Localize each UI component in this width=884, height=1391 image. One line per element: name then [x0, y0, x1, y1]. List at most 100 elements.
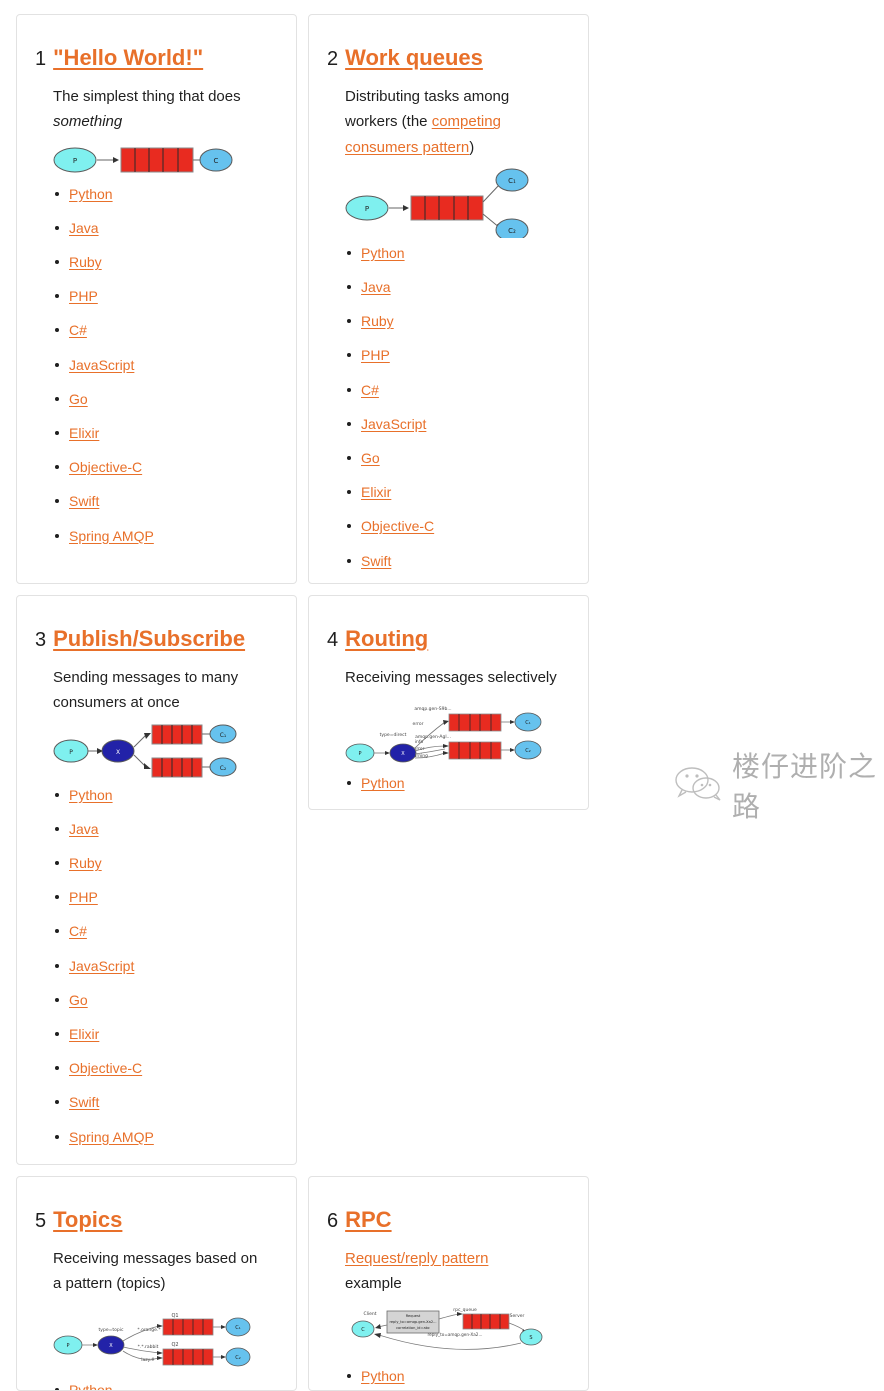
- language-link-php[interactable]: PHP: [69, 288, 98, 305]
- language-link-python[interactable]: Python: [361, 1367, 405, 1384]
- language-link-go[interactable]: Go: [361, 449, 380, 466]
- edge-label-rabbit: *.*.rabbit: [138, 1344, 159, 1350]
- tutorial-card-publish-subscribe[interactable]: 3 Publish/Subscribe Sending messages to …: [16, 595, 297, 1165]
- list-item: PHP: [55, 888, 278, 906]
- language-link-spring-amqp[interactable]: Spring AMQP: [69, 1128, 154, 1145]
- tutorial-card-rpc[interactable]: 6 RPC Request/reply pattern example Clie…: [308, 1176, 589, 1391]
- card-header: 4 Routing: [327, 626, 570, 651]
- edge-label-type: type=direct: [380, 732, 407, 738]
- card-body: The simplest thing that does something P: [35, 84, 278, 560]
- list-item: Python: [347, 244, 570, 262]
- language-link-csharp[interactable]: C#: [69, 923, 87, 940]
- competing-consumers-link[interactable]: competing consumers pattern: [345, 113, 501, 156]
- description-text: Distributing tasks among workers (the: [345, 88, 510, 131]
- language-link-elixir[interactable]: Elixir: [361, 484, 392, 501]
- description-text-tail: ): [469, 138, 475, 156]
- language-link-ruby[interactable]: Ruby: [361, 313, 394, 330]
- language-link-objective-c[interactable]: Objective-C: [361, 518, 435, 535]
- svg-text:X: X: [116, 749, 120, 756]
- language-link-python[interactable]: Python: [69, 185, 113, 202]
- language-link-objective-c[interactable]: Objective-C: [69, 459, 143, 476]
- language-link-csharp[interactable]: C#: [69, 322, 87, 339]
- card-body: Sending messages to many consumers at on…: [35, 665, 278, 1161]
- svg-text:C₂: C₂: [508, 227, 516, 235]
- tutorial-card-grid: 1 "Hello World!" The simplest thing that…: [16, 14, 870, 1391]
- list-item: Elixir: [347, 483, 570, 501]
- card-header: 6 RPC: [327, 1207, 570, 1232]
- language-link-javascript[interactable]: JavaScript: [361, 415, 427, 432]
- tutorial-card-topics[interactable]: 5 Topics Receiving messages based on a p…: [16, 1176, 297, 1391]
- list-item: Objective-C: [55, 1059, 278, 1077]
- svg-text:C₁: C₁: [235, 1325, 241, 1331]
- card-number: 1: [35, 48, 47, 70]
- card-header: 5 Topics: [35, 1207, 278, 1232]
- language-link-python[interactable]: Python: [361, 244, 405, 261]
- list-item: Objective-C: [55, 458, 278, 476]
- language-list: Python Java Ruby PHP C# JavaScript Go El…: [53, 185, 278, 545]
- svg-text:C: C: [214, 157, 219, 165]
- language-link-java[interactable]: Java: [69, 820, 99, 837]
- tutorial-card-work-queues[interactable]: 2 Work queues Distributing tasks among w…: [308, 14, 589, 584]
- card-title-link[interactable]: RPC: [345, 1207, 392, 1232]
- language-link-java[interactable]: Java: [69, 219, 99, 236]
- list-item: Go: [55, 390, 278, 408]
- card-title-link[interactable]: Topics: [53, 1207, 123, 1232]
- language-link-javascript[interactable]: JavaScript: [69, 957, 135, 974]
- queue-label-1: amqp.gen-S9b...: [414, 706, 451, 712]
- server-label: Server: [510, 1313, 525, 1319]
- svg-text:C₂: C₂: [220, 765, 227, 772]
- language-link-ruby[interactable]: Ruby: [69, 254, 102, 271]
- language-list: Python: [53, 1381, 278, 1391]
- card-title-link[interactable]: "Hello World!": [53, 45, 204, 70]
- svg-text:P: P: [73, 157, 77, 165]
- edge-label-warning: warning: [410, 753, 428, 759]
- tutorials-page: 1 "Hello World!" The simplest thing that…: [16, 14, 876, 1391]
- language-link-java[interactable]: Java: [361, 279, 391, 296]
- card-title-link[interactable]: Routing: [345, 626, 429, 651]
- language-link-python[interactable]: Python: [69, 1381, 113, 1391]
- rpc-queue-label: rpc_queue: [453, 1307, 477, 1313]
- queue-label-q2: Q2: [171, 1342, 178, 1348]
- language-link-python[interactable]: Python: [69, 786, 113, 803]
- client-label: Client: [363, 1311, 376, 1317]
- language-link-ruby[interactable]: Ruby: [69, 855, 102, 872]
- language-link-elixir[interactable]: Elixir: [69, 1025, 100, 1042]
- card-body: Distributing tasks among workers (the co…: [327, 84, 570, 583]
- card-description: Receiving messages selectively: [345, 669, 557, 687]
- svg-text:X: X: [109, 1343, 113, 1349]
- list-item: Java: [347, 278, 570, 296]
- list-item: C#: [347, 381, 570, 399]
- card-body: Receiving messages selectively amqp.gen-…: [327, 665, 570, 808]
- card-description: Sending messages to many consumers at on…: [53, 669, 239, 712]
- language-link-swift[interactable]: Swift: [361, 552, 392, 569]
- language-link-swift[interactable]: Swift: [69, 1094, 100, 1111]
- language-link-php[interactable]: PHP: [361, 347, 390, 364]
- card-title-link[interactable]: Work queues: [345, 45, 483, 70]
- list-item: Spring AMQP: [55, 527, 278, 545]
- language-link-python[interactable]: Python: [361, 775, 405, 792]
- list-item: Python: [347, 774, 570, 792]
- language-link-go[interactable]: Go: [69, 390, 88, 407]
- language-link-objective-c[interactable]: Objective-C: [69, 1060, 143, 1077]
- list-item: Elixir: [55, 1025, 278, 1043]
- description-emphasis: something: [53, 113, 123, 131]
- language-link-spring-amqp[interactable]: Spring AMQP: [69, 527, 154, 544]
- list-item: Objective-C: [347, 517, 570, 535]
- language-link-javascript[interactable]: JavaScript: [69, 356, 135, 373]
- language-link-php[interactable]: PHP: [69, 889, 98, 906]
- language-link-go[interactable]: Go: [69, 991, 88, 1008]
- tutorial-card-hello-world[interactable]: 1 "Hello World!" The simplest thing that…: [16, 14, 297, 584]
- language-link-csharp[interactable]: C#: [361, 381, 379, 398]
- queue-label-2: amqp.gen-Agl...: [415, 734, 451, 740]
- language-link-elixir[interactable]: Elixir: [69, 424, 100, 441]
- request-reply-pattern-link[interactable]: Request/reply pattern: [345, 1250, 489, 1268]
- card-title-link[interactable]: Publish/Subscribe: [53, 626, 246, 651]
- svg-text:correlation_id=abc: correlation_id=abc: [396, 1326, 430, 1330]
- svg-text:C₁: C₁: [220, 732, 227, 739]
- language-link-swift[interactable]: Swift: [69, 493, 100, 510]
- edge-label-info: info: [415, 739, 424, 745]
- tutorial-card-routing[interactable]: 4 Routing Receiving messages selectively…: [308, 595, 589, 810]
- edge-label-error-2: error: [414, 746, 425, 752]
- svg-text:C₂: C₂: [525, 748, 531, 754]
- description-text: The simplest thing that does: [53, 88, 241, 106]
